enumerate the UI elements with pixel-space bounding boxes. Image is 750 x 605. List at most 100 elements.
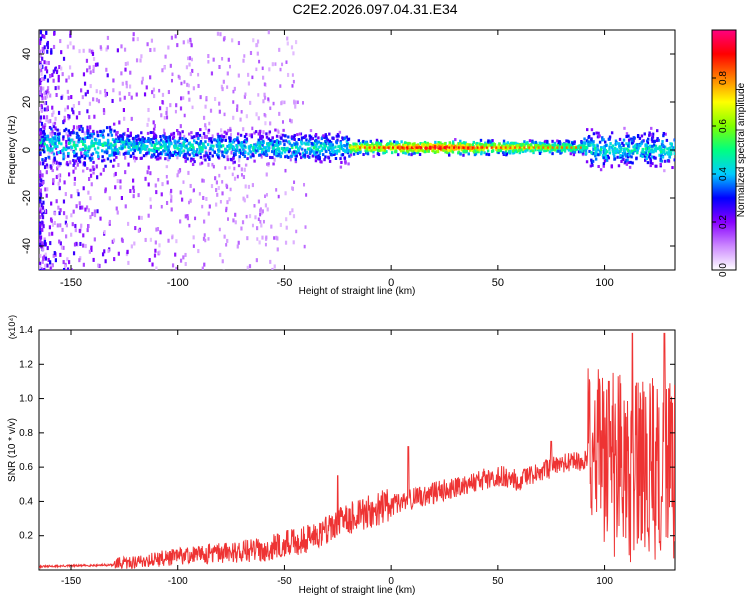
spectrogram-cell — [317, 136, 320, 140]
spectrogram-cell — [221, 87, 224, 92]
spectrogram-cell — [671, 166, 674, 170]
spectrogram-cell — [458, 144, 461, 148]
spectrogram-cell — [259, 135, 262, 139]
spectrogram-cell — [255, 142, 258, 147]
spectrogram-cell — [324, 139, 327, 143]
spectrogram-cell — [51, 136, 55, 140]
spectrogram-cell — [591, 163, 594, 167]
spectrogram-cell — [42, 256, 45, 261]
spectrogram-cell — [142, 147, 145, 151]
spectrogram-cell — [281, 269, 284, 270]
spectrogram-cell — [135, 134, 138, 138]
spectrogram-cell — [471, 143, 475, 147]
spectrogram-cell — [327, 146, 330, 150]
spectrogram-cell — [154, 137, 157, 141]
spectrogram-cell — [204, 126, 207, 131]
spectrogram-cell — [625, 147, 629, 151]
spectrogram-cell — [114, 185, 117, 190]
spectrogram-cell — [618, 143, 622, 147]
spectrogram-cell — [119, 179, 122, 184]
spectrogram-peak-cell — [368, 146, 371, 149]
spectrogram-cell — [105, 47, 108, 52]
spectrogram-cell — [609, 142, 612, 146]
spectrogram-cell — [234, 152, 237, 156]
spectrogram-cell — [243, 144, 246, 148]
spectrogram-cell — [536, 144, 539, 148]
spectrogram-cell — [660, 159, 663, 163]
spectrogram-cell — [138, 215, 141, 220]
spectrogram-cell — [274, 152, 278, 156]
spectrogram-xtick-label: 100 — [595, 277, 613, 289]
spectrogram-cell — [649, 157, 652, 161]
spectrogram-cell — [636, 135, 640, 139]
spectrogram-cell — [52, 125, 56, 129]
spectrogram-cell — [154, 155, 157, 159]
spectrogram-cell — [67, 114, 70, 119]
spectrogram-cell — [674, 138, 675, 142]
spectrogram-cell — [104, 187, 107, 192]
spectrogram-cell — [663, 169, 666, 173]
spectrogram-cell — [152, 135, 156, 139]
spectrogram-cell — [417, 148, 421, 152]
spectrogram-cell — [237, 41, 241, 46]
spectrogram-cell — [264, 150, 268, 154]
spectrogram-cell — [226, 155, 229, 160]
spectrogram-cell — [629, 137, 632, 141]
spectrogram-cell — [408, 144, 411, 148]
spectrogram-cell — [519, 143, 523, 147]
spectrogram-cell — [49, 266, 52, 270]
spectrogram-cell — [283, 143, 286, 147]
spectrogram-cell — [398, 145, 401, 149]
spectrogram-cell — [51, 161, 55, 166]
colorbar-tick-label: 0.4 — [718, 167, 729, 181]
spectrogram-cell — [86, 135, 89, 139]
spectrogram-cell — [271, 140, 275, 144]
spectrogram-cell — [256, 39, 260, 44]
spectrogram-cell — [87, 145, 91, 149]
spectrogram-cell — [240, 110, 243, 114]
spectrogram-cell — [76, 162, 79, 167]
spectrogram-cell — [257, 132, 260, 136]
spectrogram-cell — [270, 224, 273, 229]
spectrogram-cell — [48, 125, 52, 129]
spectrogram-cell — [77, 158, 81, 162]
spectrogram-cell — [170, 153, 173, 157]
spectrogram-cell — [583, 137, 586, 141]
spectrogram-cell — [346, 149, 349, 153]
spectrogram-cell — [467, 152, 470, 156]
spectrogram-cell — [68, 114, 71, 119]
spectrogram-cell — [225, 151, 228, 155]
spectrogram-cell — [121, 143, 125, 147]
spectrogram-cell — [167, 238, 170, 243]
spectrogram-cell — [45, 210, 48, 215]
spectrogram-cell — [458, 142, 462, 146]
spectrogram-cell — [256, 226, 259, 231]
spectrogram-cell — [434, 150, 437, 154]
snr-ytick-label: 1.0 — [19, 394, 33, 405]
spectrogram-cell — [445, 150, 449, 154]
spectrogram-cell — [45, 69, 49, 74]
spectrogram-cell — [275, 138, 279, 142]
spectrogram-cell — [596, 144, 599, 148]
spectrogram-cell — [93, 209, 97, 214]
spectrogram-cell — [163, 141, 166, 145]
spectrogram-cell — [259, 129, 262, 133]
spectrogram-cell — [199, 141, 202, 145]
spectrogram-cell — [599, 151, 602, 155]
spectrogram-cell — [128, 91, 131, 96]
spectrogram-cell — [251, 75, 254, 80]
spectrogram-cell — [218, 109, 221, 114]
spectrogram-peak-cell — [476, 146, 479, 149]
spectrogram-cell — [280, 151, 284, 155]
spectrogram-cell — [52, 142, 56, 146]
spectrogram-cell — [265, 235, 268, 240]
spectrogram-cell — [272, 101, 275, 106]
spectrogram-cell — [240, 141, 244, 145]
spectrogram-cell — [149, 197, 152, 202]
spectrogram-cell — [191, 57, 194, 62]
spectrogram-cell — [164, 143, 167, 147]
spectrogram-cell — [157, 177, 160, 182]
spectrogram-cell — [599, 168, 603, 172]
spectrogram-cell — [272, 144, 275, 148]
spectrogram-cell — [606, 150, 609, 154]
